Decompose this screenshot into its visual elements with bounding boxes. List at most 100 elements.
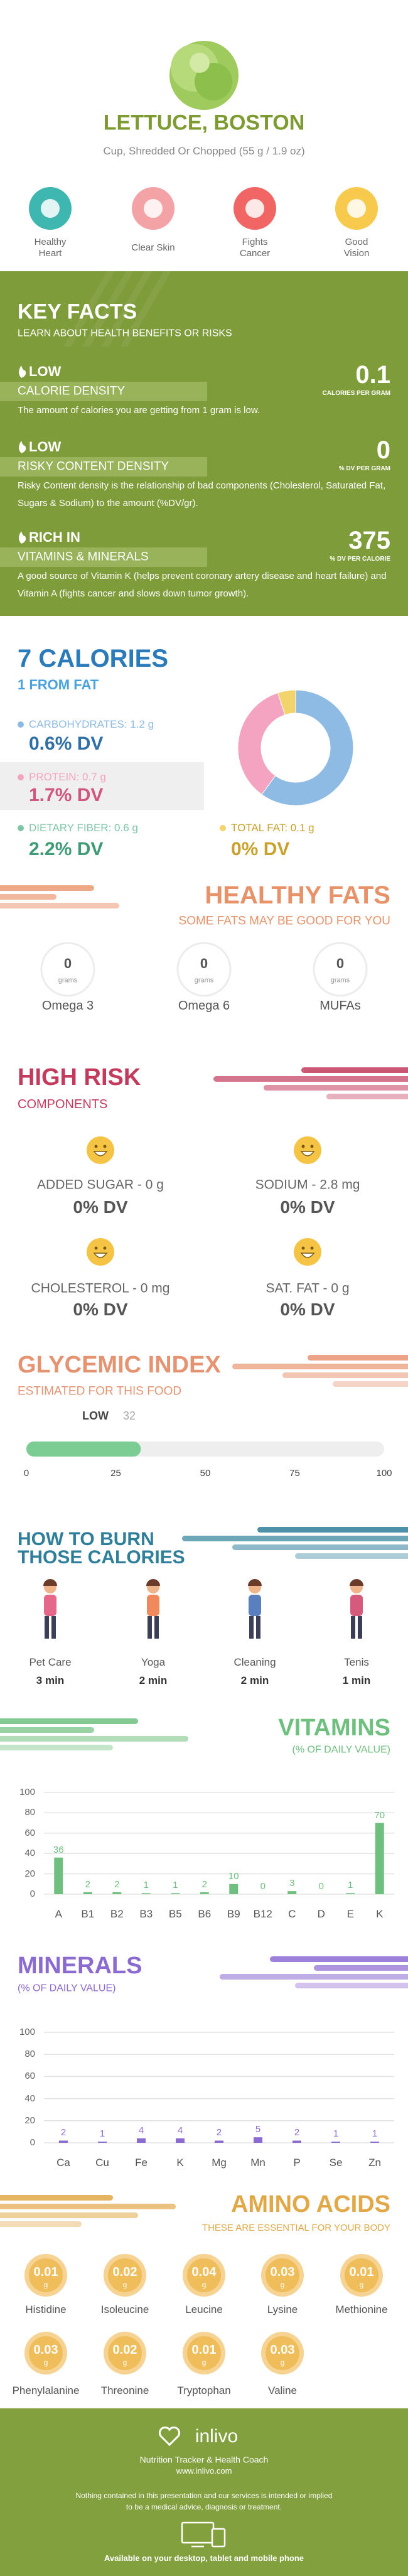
macro-name: TOTAL FAT: bbox=[231, 821, 288, 834]
macro-unit: g bbox=[132, 821, 138, 834]
value-label: 4 bbox=[177, 2125, 183, 2136]
fact-unit: % DV PER CALORIE bbox=[330, 556, 390, 563]
activity-time: 2 min bbox=[139, 1674, 168, 1686]
amino-name: Histidine bbox=[25, 2303, 67, 2315]
activity-time: 1 min bbox=[342, 1674, 371, 1686]
activity-name: Pet Care bbox=[29, 1656, 72, 1668]
amino-value: 0.03 bbox=[270, 2343, 295, 2357]
decor-stripe bbox=[270, 1956, 408, 1962]
bar bbox=[370, 2142, 379, 2143]
gi-tick-label: 0 bbox=[23, 1468, 30, 1479]
risk-label: SAT. FAT - 0 g bbox=[266, 1281, 350, 1296]
smiley bbox=[294, 1136, 321, 1164]
bar bbox=[176, 2138, 185, 2143]
bar bbox=[254, 2137, 262, 2143]
figure-hair bbox=[248, 1579, 262, 1586]
value-label: 2 bbox=[201, 1878, 207, 1890]
macro-label: PROTEIN: 0.7 g bbox=[29, 771, 106, 784]
x-tick-label: B5 bbox=[168, 1907, 182, 1920]
chart-subtitle: (% OF DAILY VALUE) bbox=[292, 1744, 390, 1755]
x-tick-label: Mn bbox=[250, 2156, 266, 2169]
y-tick-label: 80 bbox=[24, 1807, 35, 1818]
decor-stripe bbox=[0, 1718, 138, 1724]
macro-dot bbox=[18, 825, 24, 831]
value-label: 70 bbox=[374, 1809, 385, 1821]
x-tick-label: A bbox=[55, 1907, 62, 1920]
amino-unit: g bbox=[122, 2280, 127, 2289]
fact-description: Risky Content density is the relationshi… bbox=[18, 480, 386, 509]
gi-tick-label: 50 bbox=[200, 1468, 211, 1479]
decor-stripe bbox=[182, 1536, 408, 1541]
figure-body bbox=[44, 1595, 56, 1616]
smiley-eye bbox=[103, 1246, 107, 1250]
fat-circle bbox=[313, 942, 368, 997]
x-tick-label: P bbox=[293, 2156, 301, 2169]
donut-segment bbox=[237, 692, 286, 795]
benefit-icon-inner bbox=[347, 199, 366, 218]
risk-label: SODIUM - 2.8 mg bbox=[255, 1177, 360, 1192]
decor-stripe bbox=[333, 1381, 408, 1387]
decor-stripe bbox=[0, 903, 119, 908]
y-tick-label: 80 bbox=[24, 2049, 35, 2060]
x-tick-label: K bbox=[176, 2156, 184, 2169]
amino-value: 0.01 bbox=[349, 2265, 374, 2279]
bar bbox=[59, 2140, 68, 2143]
bar bbox=[293, 2140, 301, 2143]
amino-name: Valine bbox=[268, 2384, 297, 2396]
macro-dot bbox=[18, 721, 24, 728]
bar bbox=[346, 1893, 355, 1894]
smiley-mouth bbox=[93, 1253, 108, 1258]
figure-legs bbox=[351, 1616, 355, 1639]
activity-name: Cleaning bbox=[234, 1656, 276, 1668]
activity-name: Tenis bbox=[344, 1656, 369, 1668]
fat-value: 0 bbox=[200, 955, 208, 971]
decor-stripe bbox=[0, 885, 94, 891]
value-label: 3 bbox=[289, 1878, 295, 1889]
macro-unit: g bbox=[100, 770, 106, 783]
decor-stripe bbox=[82, 271, 134, 347]
amino-circle-inner bbox=[29, 2258, 63, 2292]
decor-stripe bbox=[0, 2195, 113, 2201]
amino-unit: g bbox=[43, 2280, 48, 2289]
section-title: HEALTHY FATS bbox=[205, 881, 390, 909]
benefit-label: Healthy Heart bbox=[34, 237, 67, 259]
decor-stripe bbox=[63, 271, 115, 347]
activity-time: 3 min bbox=[36, 1674, 65, 1686]
decor-stripe bbox=[295, 1983, 408, 1988]
figure-hair bbox=[43, 1579, 57, 1586]
figure-hair bbox=[146, 1579, 160, 1586]
amino-value: 0.02 bbox=[112, 2343, 137, 2357]
y-tick-label: 0 bbox=[30, 1889, 35, 1899]
smiley-eye bbox=[301, 1246, 305, 1250]
decor-stripe bbox=[314, 1965, 408, 1971]
decor-stripe bbox=[232, 1364, 408, 1369]
decor-stripe bbox=[101, 271, 153, 347]
y-tick-label: 20 bbox=[24, 1868, 35, 1879]
amino-value: 0.03 bbox=[33, 2343, 58, 2357]
value-label: 5 bbox=[255, 2124, 261, 2135]
macro-dv: 1.7% DV bbox=[29, 785, 104, 806]
bar bbox=[54, 1857, 63, 1894]
fat-name: Omega 6 bbox=[178, 999, 230, 1013]
gi-tick-label: 25 bbox=[110, 1468, 121, 1479]
fact-name: RISKY CONTENT DENSITY bbox=[18, 460, 169, 473]
fat-circle bbox=[176, 942, 232, 997]
x-tick-label: D bbox=[317, 1907, 325, 1920]
value-label: 1 bbox=[348, 1880, 353, 1891]
section-title: THOSE CALORIES bbox=[18, 1547, 185, 1568]
section-subtitle: SOME FATS MAY BE GOOD FOR YOU bbox=[178, 914, 390, 928]
figure-body bbox=[147, 1595, 159, 1616]
amino-name: Phenylalanine bbox=[12, 2384, 80, 2396]
value-label: 10 bbox=[228, 1870, 239, 1882]
bar bbox=[375, 1823, 384, 1894]
fat-name: Omega 3 bbox=[41, 999, 94, 1013]
x-tick-label: Ca bbox=[56, 2156, 70, 2169]
figure-legs bbox=[148, 1616, 152, 1639]
macro-name: DIETARY FIBER: bbox=[29, 821, 112, 834]
risk-dv: 0% DV bbox=[280, 1197, 335, 1217]
macro-label: DIETARY FIBER: 0.6 g bbox=[29, 822, 138, 834]
x-tick-label: Fe bbox=[135, 2156, 148, 2169]
bar bbox=[83, 1892, 92, 1894]
value-label: 2 bbox=[85, 1878, 90, 1890]
decor-stripe bbox=[120, 271, 171, 347]
